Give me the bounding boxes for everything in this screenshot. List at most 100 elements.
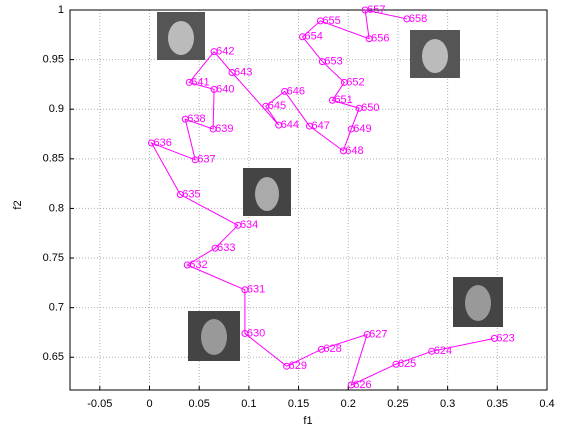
point-label: 624	[434, 345, 452, 357]
point-marker	[347, 381, 355, 389]
point-marker	[211, 244, 219, 252]
point-marker	[403, 15, 411, 23]
point-label: 625	[398, 358, 416, 370]
point-marker	[210, 85, 218, 93]
point-label: 645	[268, 100, 286, 112]
point-label: 648	[345, 145, 363, 157]
point-label: 653	[324, 55, 342, 67]
point-marker	[234, 221, 242, 229]
point-label: 646	[287, 85, 305, 97]
point-label: 649	[353, 123, 371, 135]
point-label: 656	[371, 33, 389, 45]
face-image	[168, 21, 194, 55]
face-image	[422, 39, 448, 73]
x-tick-label: 0.2	[341, 398, 356, 410]
point-label: 654	[305, 31, 323, 43]
point-marker	[228, 69, 236, 77]
point-label: 637	[197, 154, 215, 166]
point-label: 655	[322, 15, 340, 27]
point-marker	[355, 104, 363, 112]
x-tick-label: 0.35	[487, 398, 508, 410]
y-tick-label: 0.9	[49, 103, 64, 115]
point-label: 657	[367, 4, 385, 16]
x-tick-label: 0.4	[539, 398, 554, 410]
point-marker	[490, 334, 498, 342]
point-marker	[275, 121, 283, 129]
face-image	[255, 177, 279, 211]
point-marker	[210, 48, 218, 56]
point-marker	[241, 329, 249, 337]
y-tick-label: 0.95	[43, 54, 64, 66]
point-marker	[176, 191, 184, 199]
y-axis-label: f2	[12, 200, 24, 209]
point-label: 651	[334, 94, 352, 106]
point-label: 629	[289, 360, 307, 372]
point-marker	[428, 347, 436, 355]
point-label: 632	[189, 259, 207, 271]
point-label: 647	[311, 120, 329, 132]
x-tick-label: 0	[146, 398, 152, 410]
point-marker	[392, 360, 400, 368]
x-tick-label: 0.1	[241, 398, 256, 410]
point-marker	[209, 125, 217, 133]
point-marker	[347, 125, 355, 133]
face-image	[201, 319, 227, 355]
point-marker	[262, 102, 270, 110]
point-label: 631	[247, 284, 265, 296]
point-label: 636	[153, 137, 171, 149]
y-tick-label: 0.75	[43, 252, 64, 264]
y-tick-label: 0.85	[43, 153, 64, 165]
point-marker	[328, 96, 336, 104]
trajectory-line	[150, 9, 495, 386]
point-marker	[340, 78, 348, 86]
point-marker	[361, 6, 369, 14]
point-label: 658	[409, 13, 427, 25]
point-label: 633	[217, 242, 235, 254]
face-thumbnails	[157, 12, 503, 361]
point-label: 644	[281, 119, 299, 131]
point-label: 635	[182, 188, 200, 200]
y-tick-label: 1	[58, 4, 64, 16]
point-marker	[181, 115, 189, 123]
x-tick-label: 0.3	[440, 398, 455, 410]
point-label: 627	[369, 328, 387, 340]
x-tick-label: 0.15	[288, 398, 309, 410]
point-marker	[299, 33, 307, 41]
x-tick-label: 0.25	[387, 398, 408, 410]
x-axis-label: f1	[303, 415, 312, 427]
point-marker	[283, 362, 291, 370]
point-label: 640	[216, 83, 234, 95]
x-tick-label: -0.05	[87, 398, 112, 410]
y-tick-label: 0.7	[49, 302, 64, 314]
x-tick-label: 0.05	[188, 398, 209, 410]
point-marker	[183, 261, 191, 269]
point-marker	[241, 286, 249, 294]
point-marker	[185, 78, 193, 86]
point-marker	[317, 345, 325, 353]
point-label: 650	[361, 102, 379, 114]
point-marker	[318, 58, 326, 66]
point-label: 628	[323, 343, 341, 355]
point-label: 634	[240, 219, 258, 231]
point-label: 642	[216, 46, 234, 58]
point-label: 626	[353, 379, 371, 391]
point-label: 639	[215, 123, 233, 135]
point-marker	[305, 122, 313, 130]
face-image	[465, 285, 491, 321]
point-marker	[281, 87, 289, 95]
point-marker	[316, 17, 324, 25]
point-label: 630	[247, 327, 265, 339]
plot-frame	[69, 9, 548, 391]
point-label: 638	[187, 113, 205, 125]
point-marker	[363, 330, 371, 338]
y-tick-label: 0.65	[43, 351, 64, 363]
point-label: 623	[496, 332, 514, 344]
point-marker	[191, 156, 199, 164]
point-label: 641	[191, 76, 209, 88]
point-label: 652	[346, 76, 364, 88]
point-label: 643	[234, 66, 252, 78]
point-marker	[365, 35, 373, 43]
y-tick-label: 0.8	[49, 202, 64, 214]
point-marker	[339, 147, 347, 155]
